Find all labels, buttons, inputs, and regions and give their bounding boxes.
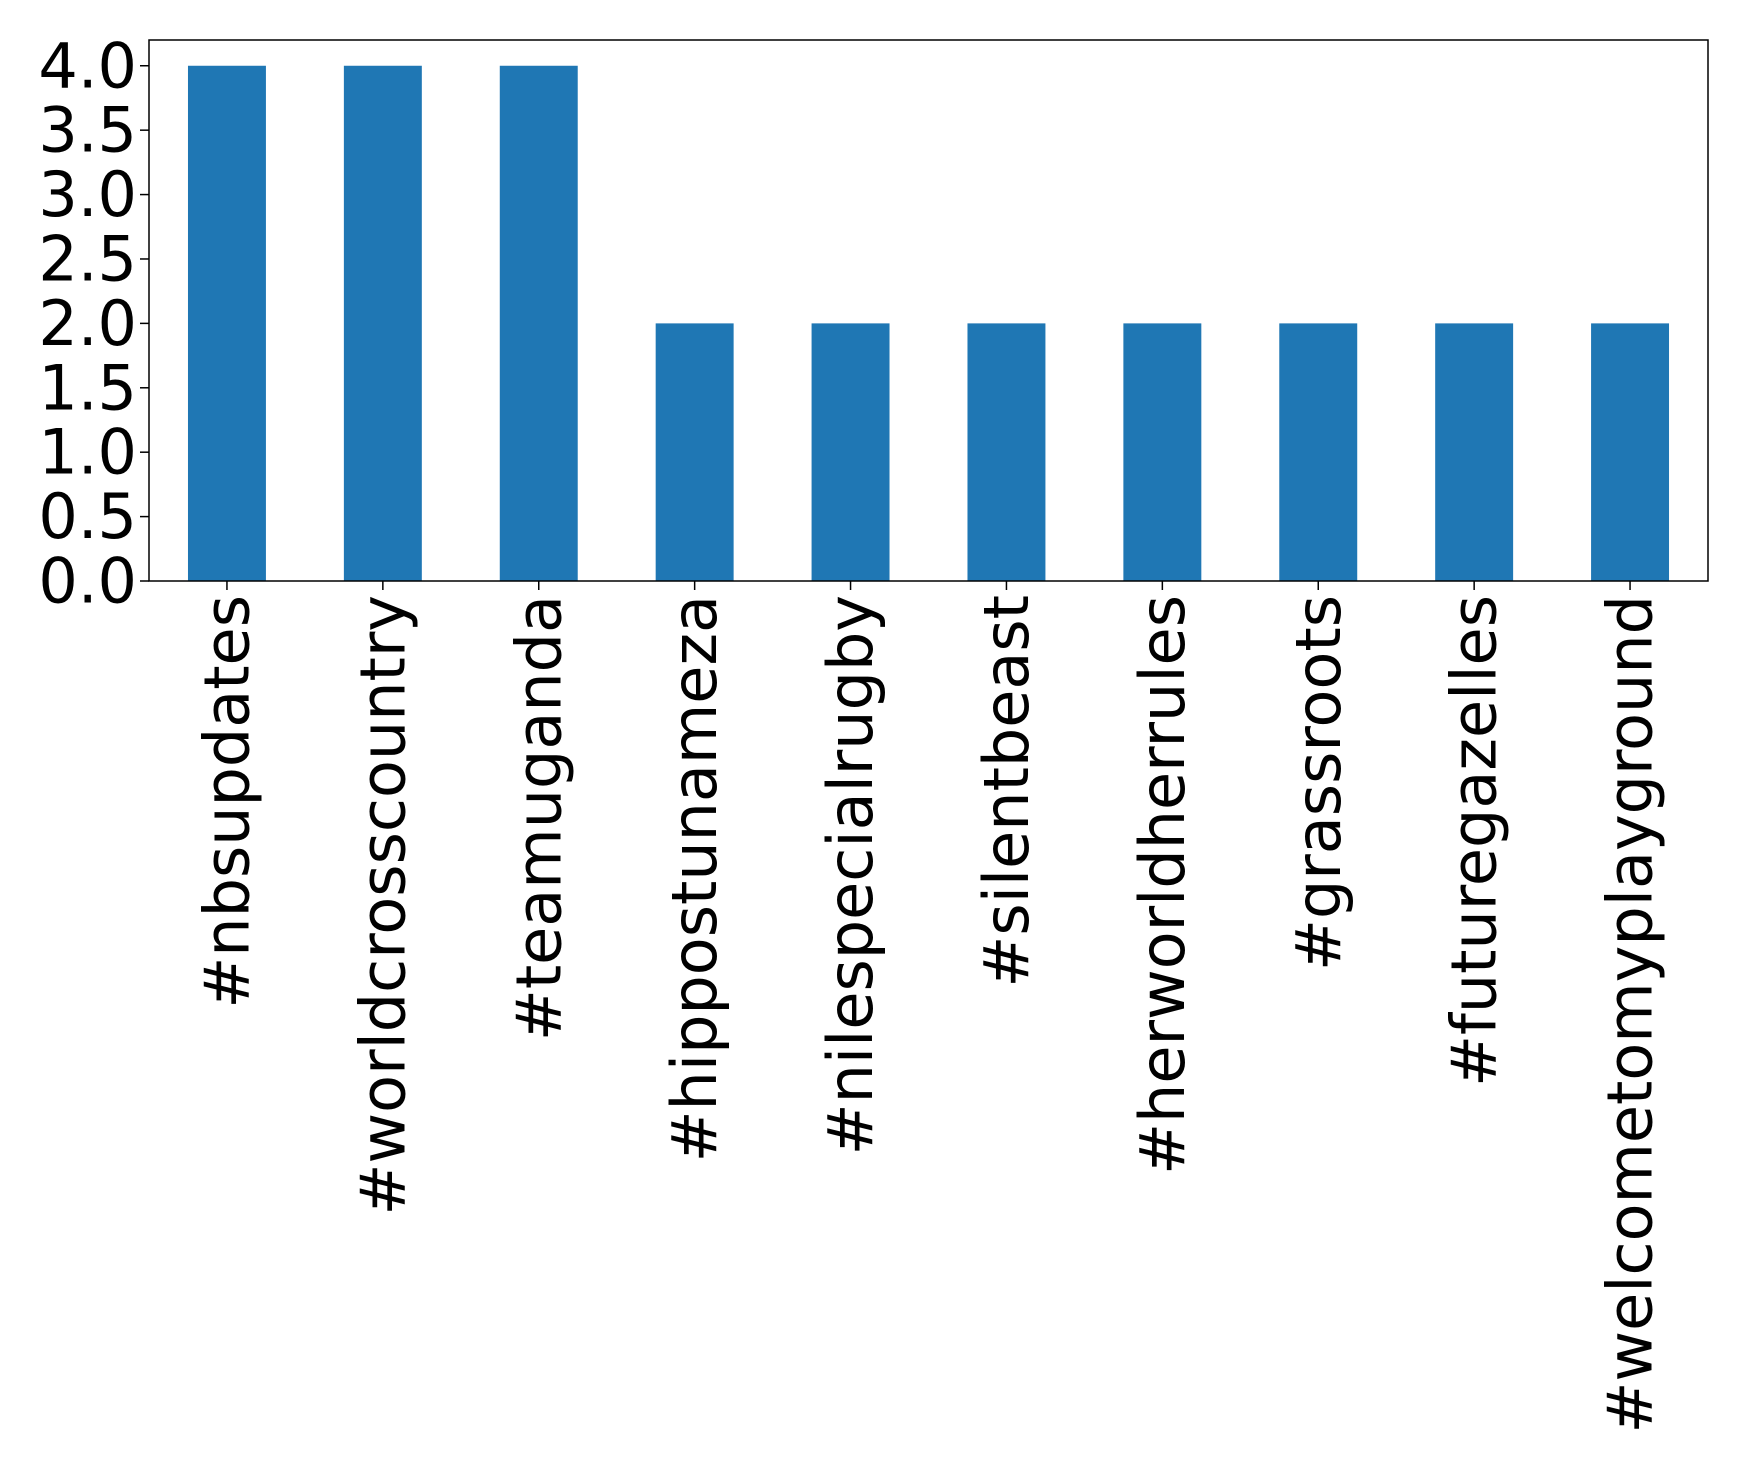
x-tick-label: #nilespecialrugby xyxy=(814,595,887,1155)
y-tick-label: 1.5 xyxy=(38,351,137,424)
bar xyxy=(1279,323,1358,581)
bar xyxy=(1591,323,1670,581)
bar xyxy=(655,323,734,581)
bar xyxy=(499,65,578,581)
x-tick-label: #futuregazelles xyxy=(1438,595,1511,1087)
y-tick-label: 2.5 xyxy=(38,222,137,295)
bar xyxy=(967,323,1046,581)
bar xyxy=(1123,323,1202,581)
y-tick-label: 1.0 xyxy=(38,416,137,489)
bar xyxy=(1435,323,1514,581)
y-tick-label: 2.0 xyxy=(38,287,137,360)
y-tick-label: 0.0 xyxy=(38,545,137,618)
x-tick-label: #hippostunameza xyxy=(658,595,731,1162)
x-tick-label: #nbsupdates xyxy=(190,595,263,1009)
y-tick-label: 0.5 xyxy=(38,480,137,553)
x-tick-label: #silentbeast xyxy=(970,595,1043,988)
y-tick-label: 4.0 xyxy=(38,29,137,102)
plot-frame xyxy=(148,39,1709,582)
x-tick-label: #herworldherrules xyxy=(1126,595,1199,1175)
x-tick-label: #worldcrosscountry xyxy=(346,595,419,1216)
x-tick-label: #teamuganda xyxy=(502,595,575,1041)
bar xyxy=(187,65,266,581)
y-tick-label: 3.0 xyxy=(38,158,137,231)
bar xyxy=(811,323,890,581)
y-tick-label: 3.5 xyxy=(38,94,137,167)
x-tick-label: #grassroots xyxy=(1282,595,1355,971)
x-tick-label: #welcometomyplayground xyxy=(1594,595,1667,1434)
bar xyxy=(343,65,422,581)
